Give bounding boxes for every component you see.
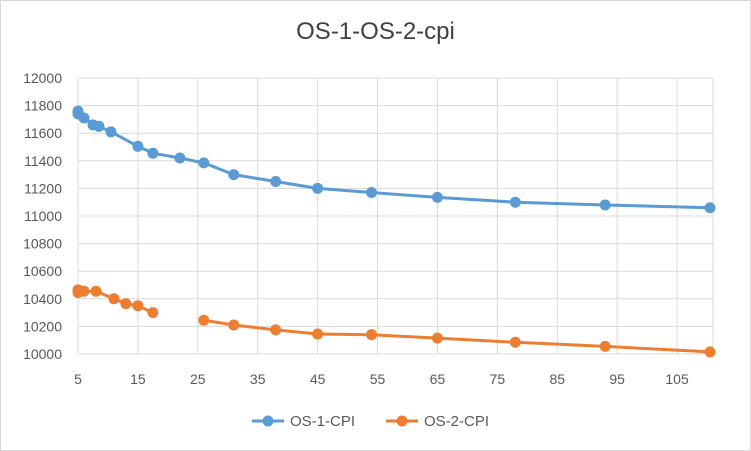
data-point [120,298,132,310]
y-tick-label: 12000 [23,70,62,86]
data-point [366,187,378,199]
data-point [90,285,102,297]
series-line [203,318,711,354]
data-point [431,191,443,203]
y-tick-label: 10000 [23,346,62,362]
legend-item-os-2-cpi: OS-2-CPI [386,413,489,430]
y-tick-label: 10400 [23,291,62,307]
legend-item-os-1-cpi: OS-1-CPI [252,413,355,430]
data-point [366,329,378,341]
x-tick-label: 75 [490,371,506,387]
data-point [704,346,716,358]
grid [77,77,714,355]
legend: OS-1-CPI OS-2-CPI [252,413,489,430]
data-point [198,157,210,169]
x-tick-label: 35 [250,371,266,387]
x-tick-label: 65 [430,371,446,387]
data-point [704,202,716,214]
y-tick-label: 10200 [23,318,62,334]
data-point [132,140,144,152]
y-tick-label: 11600 [24,125,62,141]
data-point [312,182,324,194]
x-tick-label: 15 [130,371,146,387]
data-point [312,328,324,340]
data-point [509,196,521,208]
legend-marker [262,415,274,427]
y-tick-label: 11400 [24,153,62,169]
data-point [198,314,210,326]
x-tick-label: 5 [74,371,82,387]
legend-label: OS-2-CPI [424,413,489,430]
x-tick-label: 85 [549,371,565,387]
y-tick-label: 11000 [24,208,62,224]
series-layer [72,105,716,358]
series-line [76,111,711,210]
data-point [132,300,144,312]
data-point [270,324,282,336]
series-os-1-cpi [72,105,716,214]
data-point [599,340,611,352]
x-tick-label: 105 [665,371,689,387]
x-tick-label: 55 [370,371,386,387]
data-point [509,336,521,348]
y-tick-label: 10800 [23,236,62,252]
data-point [105,126,117,138]
x-tick-label: 95 [609,371,625,387]
x-tick-label: 45 [310,371,326,387]
data-point [78,285,90,297]
data-point [93,120,105,132]
x-axis-ticks: 5 15 25 35 45 55 65 75 85 95 105 [74,371,689,387]
data-point [108,293,120,305]
legend-label: OS-1-CPI [290,413,355,430]
data-point [228,319,240,331]
data-point [174,152,186,164]
series-os-2-cpi [72,284,716,358]
data-point [147,307,159,319]
data-point [78,112,90,124]
y-tick-label: 11800 [24,98,62,114]
data-point [599,199,611,211]
legend-marker [396,415,408,427]
y-tick-label: 11200 [24,180,62,196]
data-point [228,169,240,181]
x-tick-label: 25 [190,371,206,387]
data-point [431,332,443,344]
y-axis-ticks: 10000 10200 10400 10600 10800 11000 11200 11400… [23,70,62,362]
chart-title: OS-1-OS-2-cpi [296,18,455,45]
data-point [147,147,159,159]
y-tick-label: 10600 [23,263,62,279]
data-point [270,176,282,187]
